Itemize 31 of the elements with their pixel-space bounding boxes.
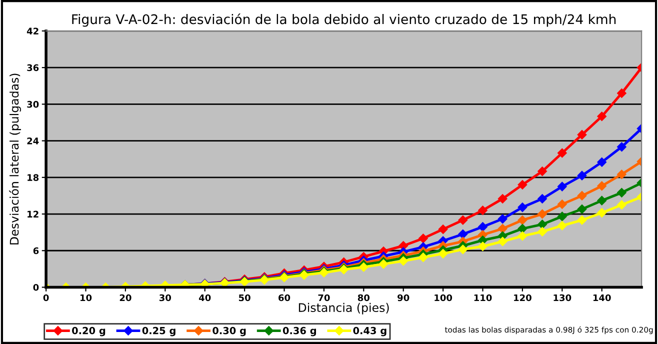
x-tick-label: 140 <box>593 294 611 302</box>
y-tick-label: 12 <box>28 210 38 218</box>
y-tick-label: 36 <box>27 64 39 72</box>
legend-label: 0.30 g <box>212 326 246 336</box>
x-tick-label: 40 <box>198 294 211 302</box>
x-tick-label: 70 <box>318 294 330 302</box>
y-tick-label: 42 <box>26 28 38 34</box>
y-tick-label: 0 <box>33 284 39 291</box>
y-axis-title: Desviación lateral (pulgadas) <box>9 74 21 244</box>
legend-label: 0.25 g <box>142 326 176 336</box>
x-tick-label: 110 <box>474 294 492 302</box>
legend-label: 0.43 g <box>353 326 386 336</box>
chart-title: Figura V-A-02-h: desviación de la bola debido al viento cruzado de 15 mph/24 kmh <box>72 13 616 27</box>
x-tick-label: 100 <box>434 294 452 302</box>
x-tick-label: 120 <box>514 294 532 302</box>
x-tick-label: 10 <box>80 294 92 302</box>
x-tick-label: 30 <box>159 294 172 302</box>
x-axis-title: Distancia (pies) <box>298 302 389 314</box>
x-tick-label: 60 <box>278 294 290 302</box>
legend-label: 0.20 g <box>72 326 106 336</box>
y-tick-label: 30 <box>27 100 39 108</box>
x-tick-label: 90 <box>398 294 410 302</box>
x-tick-label: 80 <box>358 294 370 302</box>
x-tick-label: 50 <box>238 294 250 302</box>
x-tick-label: 130 <box>554 294 572 302</box>
y-tick-label: 24 <box>27 138 39 144</box>
legend-label: 0.36 g <box>282 326 316 336</box>
x-tick-label: 20 <box>120 294 132 302</box>
y-tick-label: 6 <box>33 247 39 254</box>
x-tick-label: 0 <box>43 294 49 302</box>
y-tick-label: 18 <box>28 174 39 181</box>
